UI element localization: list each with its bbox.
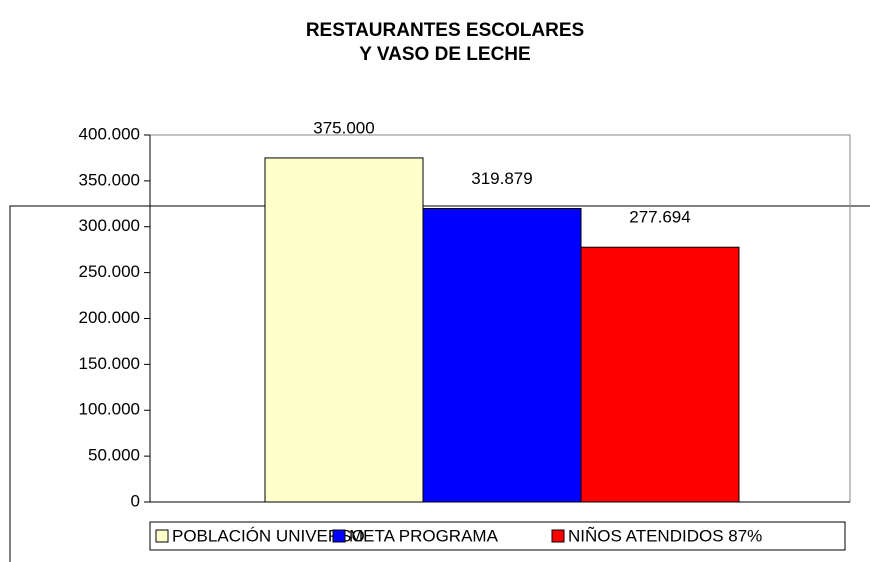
legend-box: [149, 521, 846, 551]
bar: [580, 246, 740, 503]
y-tick-label: 100.000: [79, 400, 140, 419]
y-tick-label: 400.000: [79, 124, 140, 143]
data-label: 319.879: [471, 169, 532, 188]
y-tick-label: 150.000: [79, 354, 140, 373]
legend-swatch: [332, 529, 346, 543]
data-label: 375.000: [313, 118, 374, 137]
legend-swatch: [155, 529, 169, 543]
legend-swatch: [551, 529, 565, 543]
bar: [264, 157, 424, 503]
chart-frame: [9, 205, 870, 562]
y-tick-label: 200.000: [79, 308, 140, 327]
chart-title: RESTAURANTES ESCOLARES: [306, 20, 584, 41]
bar: [422, 208, 582, 503]
chart-title: Y VASO DE LECHE: [359, 44, 530, 65]
y-tick-label: 350.000: [79, 170, 140, 189]
legend-label: NIÑOS ATENDIDOS 87%: [568, 526, 762, 545]
y-tick-label: 50.000: [88, 446, 140, 465]
data-label: 277.694: [629, 208, 690, 227]
legend-label: META PROGRAMA: [349, 526, 499, 545]
y-tick-label: 250.000: [79, 262, 140, 281]
y-tick-label: 300.000: [79, 216, 140, 235]
legend-label: POBLACIÓN UNIVERSO: [172, 526, 365, 545]
y-tick-label: 0: [131, 491, 140, 510]
